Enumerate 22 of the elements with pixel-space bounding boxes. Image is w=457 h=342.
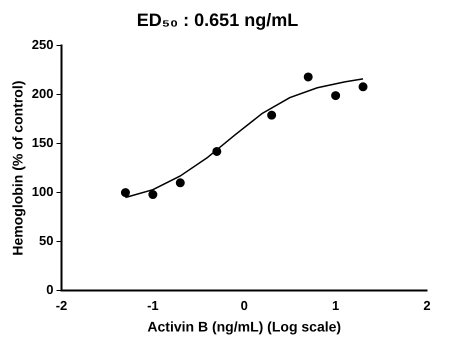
x-axis-title: Activin B (ng/mL) (Log scale) [147, 318, 342, 334]
y-tick-label: 50 [39, 233, 54, 248]
x-tick-label: -1 [147, 298, 159, 313]
y-tick-label: 250 [32, 37, 54, 52]
point [176, 178, 185, 188]
y-axis-title: Hemoglobin (% of control) [9, 80, 26, 256]
point [120, 188, 130, 198]
chart-title: ED₅₀ : 0.651 ng/mL [136, 10, 298, 30]
point [358, 82, 368, 92]
x-tick-label: 1 [332, 298, 340, 313]
x-tick-label: 0 [240, 298, 248, 313]
point [267, 110, 276, 120]
y-tick-label: 100 [32, 184, 54, 200]
point [304, 72, 313, 82]
y-tick-label: 150 [32, 135, 54, 150]
y-tick-label: 0 [46, 282, 54, 298]
point [212, 146, 222, 156]
point [148, 190, 158, 200]
x-tick-label: 2 [423, 298, 431, 313]
y-tick-label: 200 [32, 86, 54, 102]
point [331, 91, 340, 100]
x-tick-label: -2 [56, 298, 68, 313]
